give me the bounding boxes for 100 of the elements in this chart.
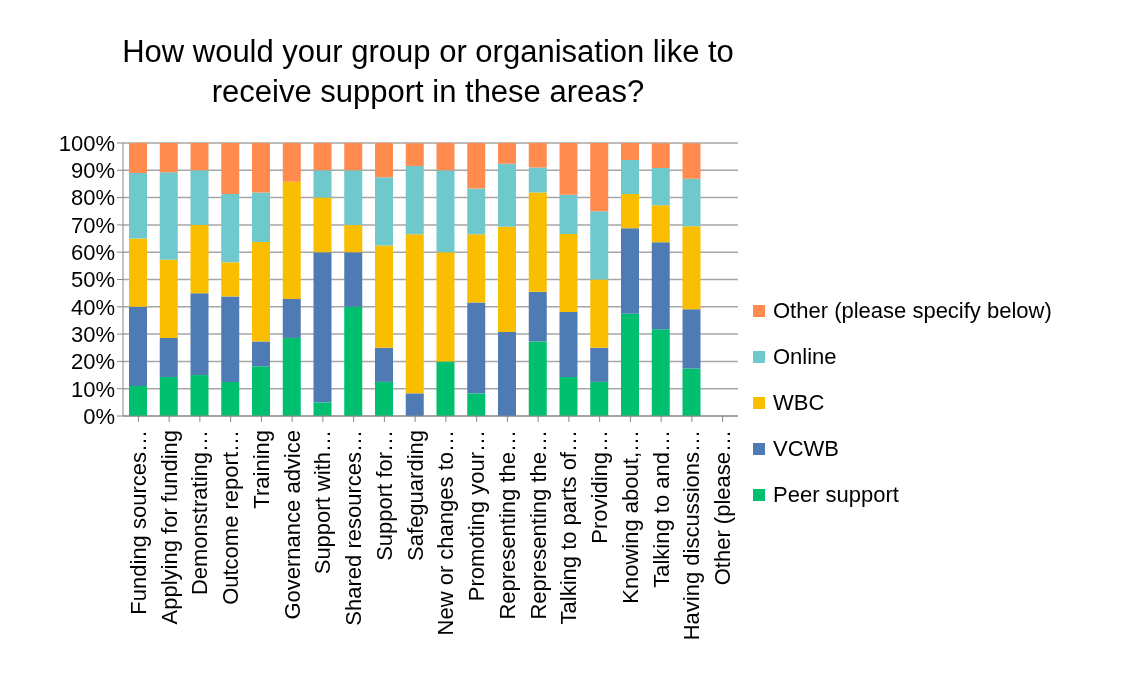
y-tick-label: 80% [70, 185, 115, 211]
bar [282, 143, 301, 182]
bar [313, 252, 332, 403]
legend-label: VCWB [773, 436, 839, 462]
y-tick-label: 0% [83, 403, 115, 429]
x-tick-label: Outcome report… [218, 430, 244, 605]
bar [375, 143, 393, 178]
bar [559, 194, 578, 234]
bar [221, 262, 240, 297]
bar [282, 337, 301, 416]
y-tick-label: 70% [70, 212, 115, 238]
x-tick-label: Support with… [310, 430, 336, 575]
legend-label: Other (please specify below) [773, 298, 1052, 324]
x-tick-label: Demonstrating… [187, 430, 213, 596]
y-tick-label: 20% [70, 349, 115, 375]
bar [467, 143, 486, 189]
bar [559, 311, 578, 377]
bar [313, 170, 332, 198]
x-tick-label: Funding sources… [125, 430, 151, 615]
bar [252, 143, 270, 193]
bar [221, 296, 240, 382]
legend-label: Online [773, 344, 837, 370]
x-tick-label: Talking to parts of… [556, 430, 582, 625]
bar [682, 309, 701, 369]
bar [313, 402, 332, 416]
bar [651, 242, 670, 330]
legend-label: WBC [773, 390, 825, 416]
bar [559, 376, 578, 416]
x-tick-label: New or changes to… [433, 430, 459, 636]
bar [682, 226, 701, 310]
bar [467, 393, 486, 416]
bar [405, 234, 424, 394]
y-tick-label: 90% [70, 158, 115, 184]
bar [221, 143, 240, 195]
bar [375, 381, 393, 416]
bar [282, 298, 301, 338]
bar [159, 337, 178, 377]
bar [344, 170, 363, 225]
chart-title: How would your group or organisation like to receive support in these areas? [121, 33, 735, 111]
x-tick-label: Representing the… [494, 430, 520, 620]
bar [590, 347, 609, 382]
bar [405, 143, 424, 166]
bar [621, 194, 639, 229]
y-tick-label: 50% [70, 267, 115, 293]
bar [436, 170, 455, 253]
bar [159, 259, 178, 338]
bar [344, 306, 363, 416]
bar [621, 313, 639, 416]
x-tick-label: Talking to and… [648, 430, 674, 588]
bar [313, 197, 332, 253]
bar [590, 143, 609, 212]
y-tick-label: 100% [58, 130, 115, 156]
bar [221, 194, 240, 263]
bar [467, 234, 486, 303]
x-tick-label: Promoting your… [464, 430, 490, 602]
bar [159, 172, 178, 260]
bar [590, 279, 609, 348]
x-tick-label: Support for… [371, 430, 397, 561]
y-tick-label: 30% [70, 321, 115, 347]
bar [159, 376, 178, 416]
bar [190, 224, 209, 294]
bar [498, 331, 516, 416]
bar [344, 143, 363, 171]
bar [651, 143, 670, 169]
x-tick-label: Representing the… [525, 430, 551, 620]
bar [252, 341, 270, 367]
bar [590, 211, 609, 280]
bar [190, 170, 209, 225]
x-tick-label: Having discussions… [679, 430, 705, 641]
bar [621, 228, 639, 314]
bar [559, 233, 578, 312]
bar [651, 329, 670, 416]
bar [467, 302, 486, 394]
bar [528, 167, 547, 193]
bar [375, 245, 393, 348]
bar [252, 242, 270, 342]
bar [252, 192, 270, 243]
bar [528, 291, 547, 342]
x-tick-label: Knowing about,… [617, 430, 643, 604]
bar [282, 181, 301, 299]
bar [252, 366, 270, 416]
bar [129, 385, 147, 416]
y-tick-label: 60% [70, 240, 115, 266]
bar [221, 381, 240, 416]
bar [621, 143, 639, 160]
bar [498, 226, 516, 332]
bar [129, 143, 147, 174]
bar [651, 205, 670, 243]
bar [129, 306, 147, 386]
bar [129, 238, 147, 307]
bar [313, 143, 332, 171]
y-tick-label: 10% [70, 376, 115, 402]
bar [528, 341, 547, 416]
bar [498, 163, 516, 227]
bar [436, 143, 455, 171]
bar [467, 188, 486, 235]
bar [498, 143, 516, 164]
bar [159, 143, 178, 173]
x-tick-label: Governance advice [279, 430, 305, 620]
bar [590, 381, 609, 416]
